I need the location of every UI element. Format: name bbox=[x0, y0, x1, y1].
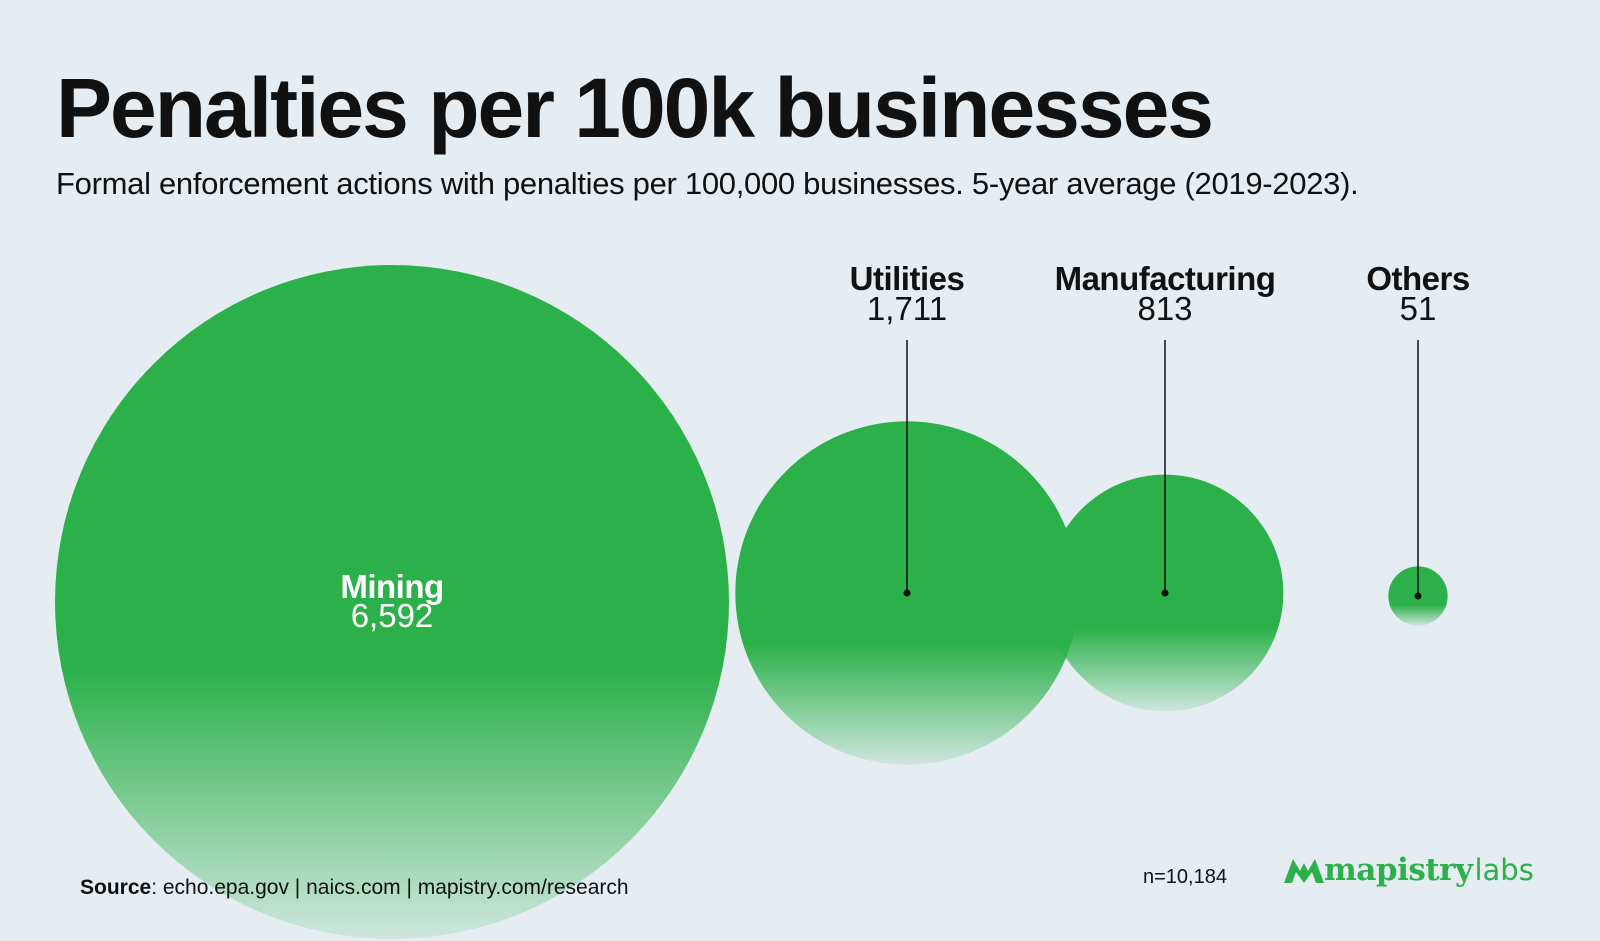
bubble-value-mining: 6,592 bbox=[351, 597, 434, 634]
bubble-value-utilities: 1,711 bbox=[867, 290, 947, 327]
bubble-label-mining: Mining bbox=[340, 568, 443, 605]
mapistry-logo-icon bbox=[1284, 859, 1324, 883]
leader-dot-manufacturing bbox=[1161, 589, 1169, 597]
chart-subtitle: Formal enforcement actions with penaltie… bbox=[56, 166, 1359, 201]
bubble-label-utilities: Utilities bbox=[850, 260, 965, 297]
bubble-label-others: Others bbox=[1366, 260, 1469, 297]
brand-name: mapistry bbox=[1324, 852, 1473, 888]
source-note: Source: echo.epa.gov | naics.com | mapis… bbox=[80, 876, 629, 900]
chart-title: Penalties per 100k businesses bbox=[56, 61, 1214, 155]
bubble-value-manufacturing: 813 bbox=[1137, 290, 1192, 327]
brand-logo: mapistry labs bbox=[1284, 852, 1534, 888]
leader-dot-utilities bbox=[903, 589, 911, 597]
bubble-value-others: 51 bbox=[1400, 290, 1437, 327]
source-links: : echo.epa.gov | naics.com | mapistry.co… bbox=[151, 876, 629, 899]
leader-dot-others bbox=[1414, 592, 1422, 600]
source-label: Source bbox=[80, 876, 152, 899]
bubble-label-manufacturing: Manufacturing bbox=[1055, 260, 1276, 297]
brand-suffix: labs bbox=[1474, 853, 1534, 887]
sample-size: n=10,184 bbox=[1143, 866, 1227, 888]
bubble-mining bbox=[55, 265, 729, 939]
